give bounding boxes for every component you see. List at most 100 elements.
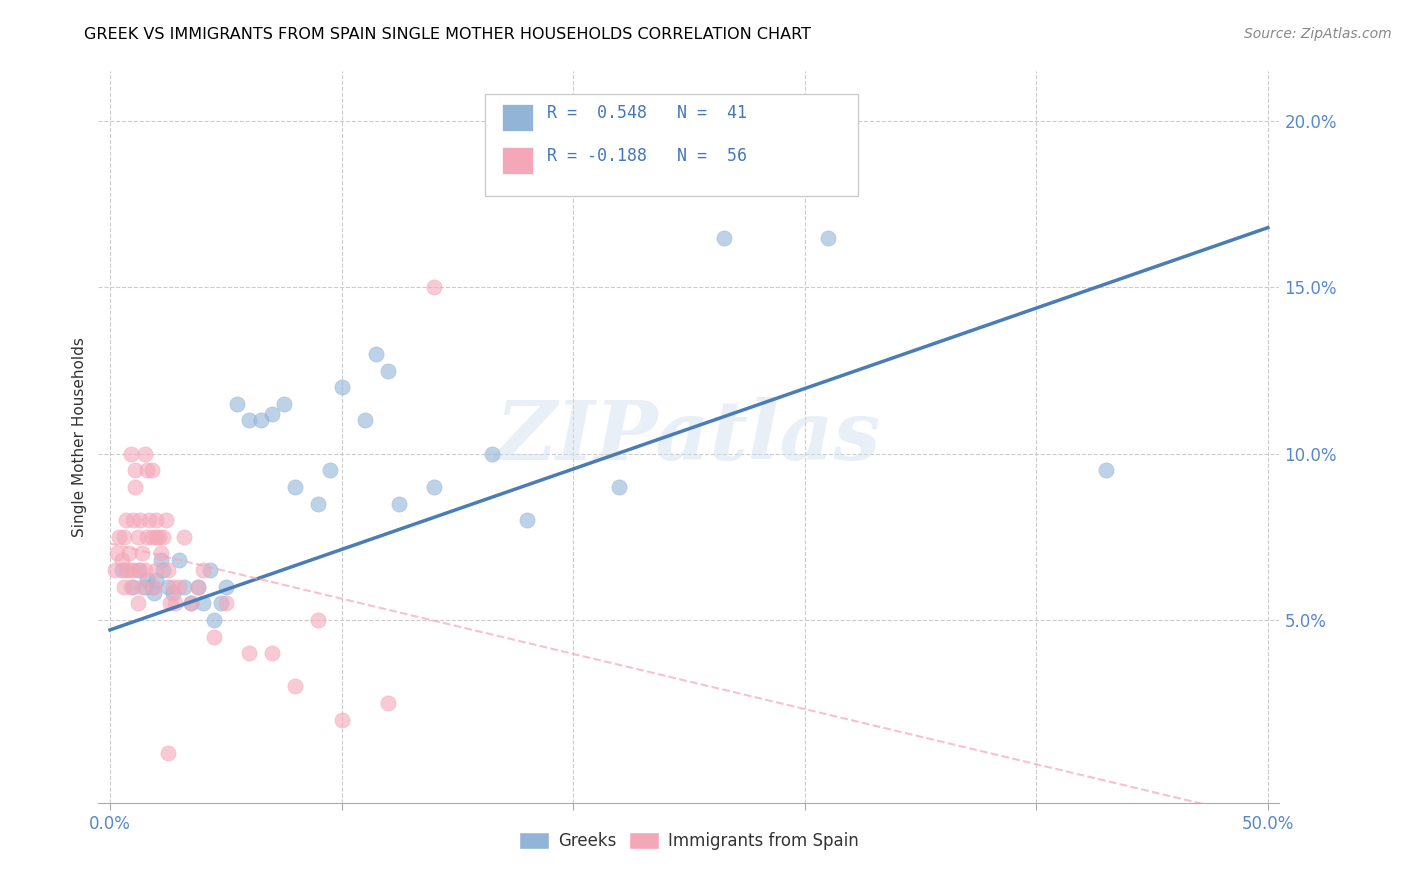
Point xyxy=(191,596,214,610)
Point xyxy=(148,530,170,544)
Point xyxy=(262,646,284,660)
Point xyxy=(110,563,132,577)
Point xyxy=(127,563,149,577)
Point xyxy=(122,580,145,594)
Point xyxy=(112,530,135,544)
Point xyxy=(115,513,138,527)
Point xyxy=(163,596,186,610)
Point xyxy=(155,513,177,527)
Point xyxy=(124,480,146,494)
Point xyxy=(117,546,139,560)
Point xyxy=(156,563,179,577)
Point xyxy=(108,530,131,544)
Point xyxy=(136,573,159,587)
Point xyxy=(187,580,209,594)
Point xyxy=(141,580,163,594)
Point xyxy=(481,447,503,461)
Point xyxy=(141,463,163,477)
Point xyxy=(817,230,839,244)
Point xyxy=(307,497,329,511)
Point xyxy=(136,530,159,544)
Point xyxy=(117,563,139,577)
Point xyxy=(120,580,142,594)
Text: GREEK VS IMMIGRANTS FROM SPAIN SINGLE MOTHER HOUSEHOLDS CORRELATION CHART: GREEK VS IMMIGRANTS FROM SPAIN SINGLE MO… xyxy=(84,27,811,42)
Point xyxy=(169,553,191,567)
Point xyxy=(120,447,142,461)
Point xyxy=(149,553,172,567)
Point xyxy=(131,546,153,560)
Point xyxy=(152,530,174,544)
Point xyxy=(162,580,184,594)
Point xyxy=(353,413,375,427)
Point xyxy=(127,530,149,544)
Point xyxy=(143,586,166,600)
Point xyxy=(187,580,209,594)
Point xyxy=(134,563,156,577)
Point xyxy=(136,463,159,477)
Point xyxy=(145,513,167,527)
Point xyxy=(284,680,307,694)
Point xyxy=(156,580,179,594)
Point xyxy=(423,280,446,294)
Point xyxy=(273,397,295,411)
Point xyxy=(124,463,146,477)
Point xyxy=(330,380,353,394)
Point xyxy=(115,563,138,577)
Point xyxy=(145,573,167,587)
Point xyxy=(180,596,202,610)
Point xyxy=(162,586,184,600)
Point xyxy=(377,363,399,377)
Point xyxy=(134,580,156,594)
Point xyxy=(105,546,128,560)
Point xyxy=(330,713,353,727)
Point xyxy=(198,563,221,577)
Point xyxy=(112,580,135,594)
Text: Source: ZipAtlas.com: Source: ZipAtlas.com xyxy=(1244,27,1392,41)
Point xyxy=(180,596,202,610)
Point xyxy=(156,746,179,760)
Text: R =  0.548   N =  41: R = 0.548 N = 41 xyxy=(547,104,747,122)
Point xyxy=(141,530,163,544)
Point xyxy=(377,696,399,710)
Point xyxy=(129,563,152,577)
Point xyxy=(516,513,538,527)
Point xyxy=(149,546,172,560)
Point xyxy=(169,580,191,594)
Point xyxy=(138,513,160,527)
Y-axis label: Single Mother Households: Single Mother Households xyxy=(72,337,87,537)
Point xyxy=(127,596,149,610)
Text: ZIPatlas: ZIPatlas xyxy=(496,397,882,477)
Point xyxy=(215,580,238,594)
Point xyxy=(249,413,271,427)
Point xyxy=(1094,463,1116,477)
Point xyxy=(104,563,127,577)
Point xyxy=(226,397,249,411)
Point xyxy=(307,613,329,627)
Point xyxy=(202,613,225,627)
Legend: Greeks, Immigrants from Spain: Greeks, Immigrants from Spain xyxy=(513,825,865,856)
Point xyxy=(152,563,174,577)
Point xyxy=(145,563,167,577)
Point xyxy=(145,530,167,544)
Point xyxy=(131,580,153,594)
Point xyxy=(423,480,446,494)
Text: R = -0.188   N =  56: R = -0.188 N = 56 xyxy=(547,147,747,165)
Point xyxy=(262,407,284,421)
Point xyxy=(159,596,181,610)
Point xyxy=(110,553,132,567)
Point xyxy=(129,513,152,527)
Point xyxy=(173,530,195,544)
Point xyxy=(215,596,238,610)
Point xyxy=(209,596,232,610)
Point xyxy=(143,580,166,594)
Point xyxy=(134,447,156,461)
Point xyxy=(388,497,411,511)
Point xyxy=(122,563,145,577)
Point xyxy=(238,646,260,660)
Point xyxy=(713,230,735,244)
Point xyxy=(191,563,214,577)
Point xyxy=(366,347,388,361)
Point xyxy=(238,413,260,427)
Point xyxy=(319,463,342,477)
Point xyxy=(173,580,195,594)
